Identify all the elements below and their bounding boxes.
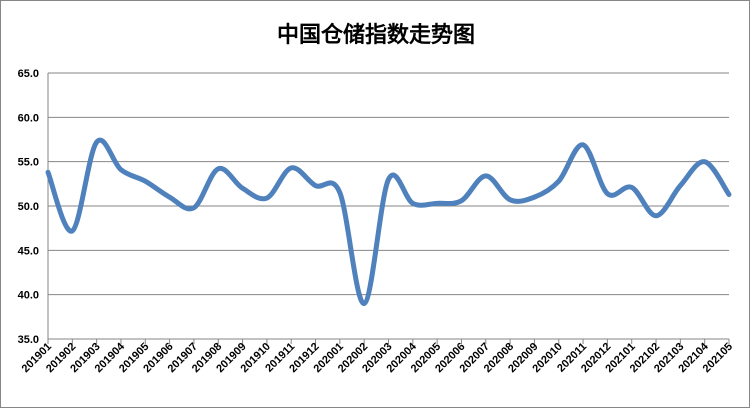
y-tick-label: 65.0 (18, 68, 39, 80)
y-tick-label: 55.0 (18, 157, 39, 169)
series-line (48, 140, 729, 303)
y-tick-label: 35.0 (18, 334, 39, 346)
y-tick-label: 45.0 (18, 245, 39, 257)
y-tick-label: 50.0 (18, 201, 39, 213)
y-tick-label: 40.0 (18, 290, 39, 302)
y-tick-label: 60.0 (18, 112, 39, 124)
